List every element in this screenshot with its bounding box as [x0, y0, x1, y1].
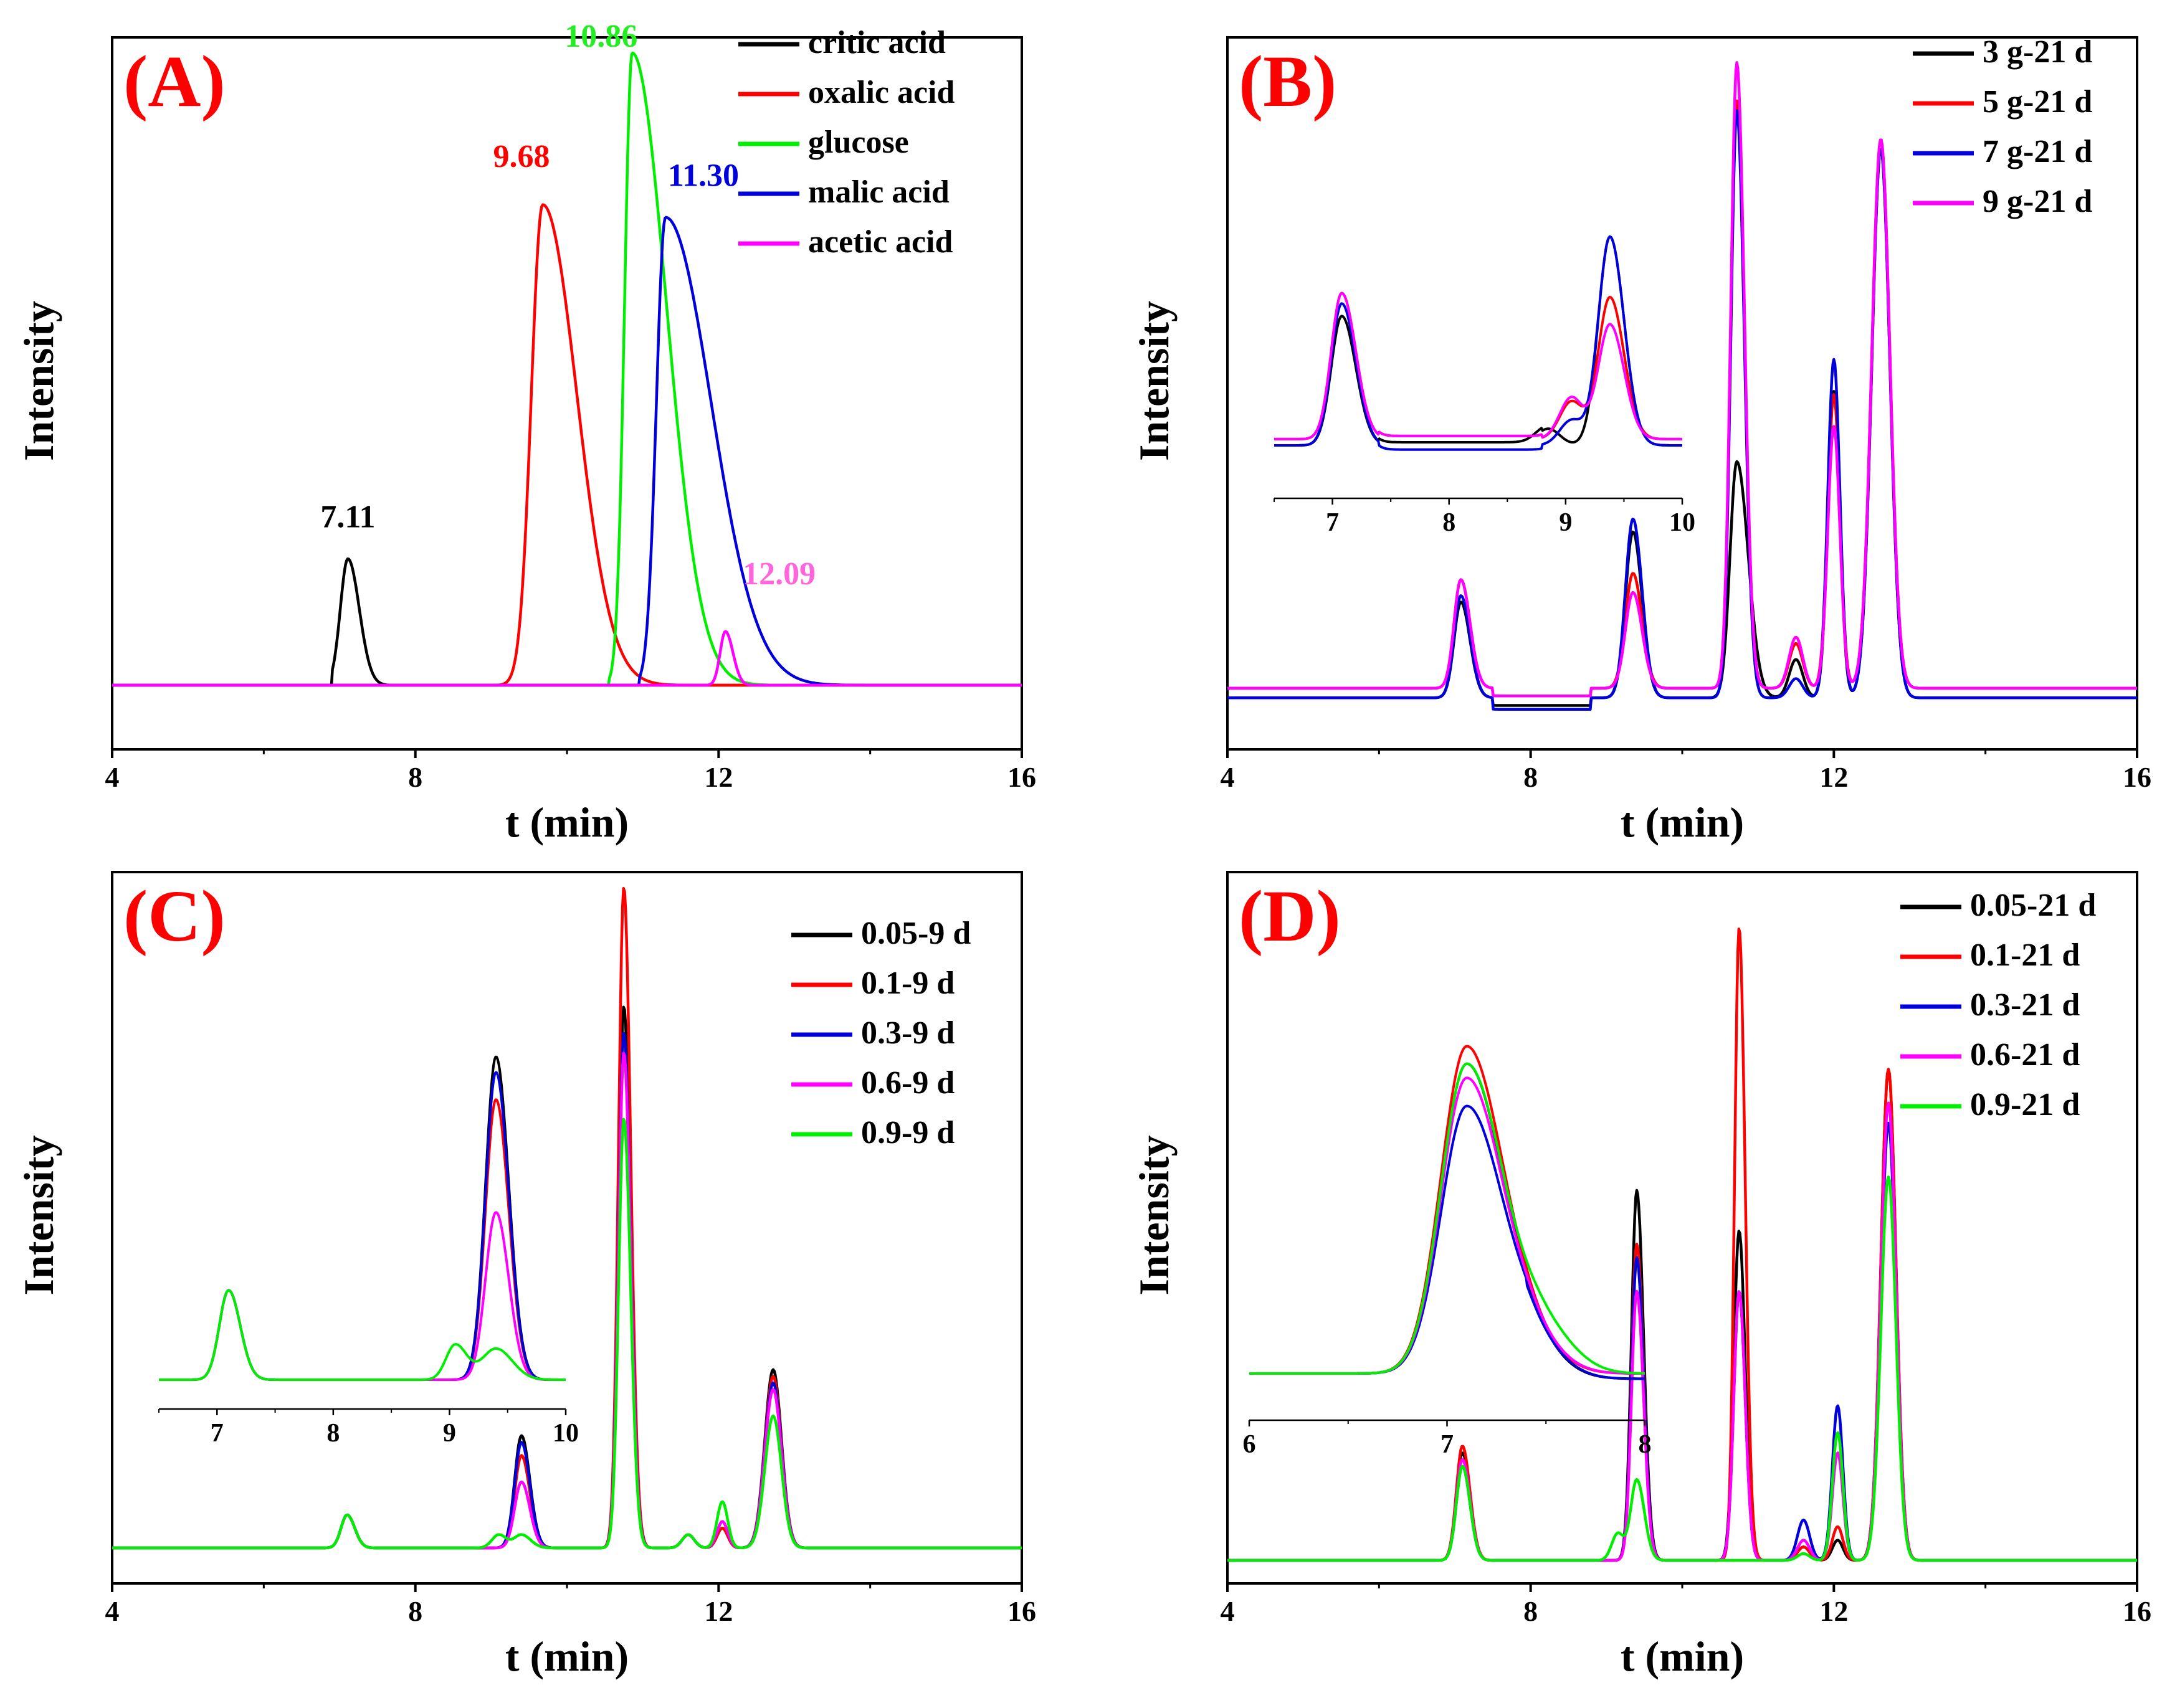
y-axis-label: Intensity [1130, 301, 1178, 461]
series-line-0-1-21-d [1227, 928, 2138, 1562]
peak-label: 11.30 [668, 158, 739, 193]
x-tick-label: 8 [408, 761, 422, 793]
x-tick-label: 16 [2123, 761, 2151, 793]
x-tick-label: 4 [105, 1595, 120, 1627]
inset-x-tick-label: 8 [1639, 1430, 1652, 1459]
series-line-0-9-9-d [112, 1117, 1022, 1550]
legend-entry: 0.3-9 d [861, 1015, 955, 1051]
inset-series-line [158, 1211, 566, 1381]
x-tick-label: 4 [1221, 761, 1235, 793]
inset-x-tick-label: 9 [1559, 508, 1572, 537]
x-axis-label: t (min) [505, 1633, 629, 1680]
inset-x-tick-label: 10 [1669, 508, 1695, 537]
series-line-acetic-acid [112, 630, 1022, 687]
x-tick-label: 8 [1523, 1595, 1538, 1627]
y-axis-label: Intensity [15, 301, 62, 461]
legend: 3 g-21 d 5 g-21 d 7 g-21 d 9 g-21 d [1913, 34, 2092, 219]
peak-label: 9.68 [493, 139, 550, 174]
panel-b: 4 8 12 16 t (min) Intensity (B) 3 g-21 d 5 g-21 … [1130, 34, 2151, 846]
x-axis-label: t (min) [505, 799, 629, 846]
legend-entry: oxalic acid [808, 75, 955, 110]
x-tick-label: 4 [1221, 1595, 1235, 1627]
x-tick-label: 16 [1007, 1595, 1036, 1627]
peak-label: 10.86 [564, 19, 637, 54]
inset-series-line [158, 1289, 566, 1381]
panel-a: 4 8 12 16 t (min) Intensity (A) critic acid oxal… [15, 19, 1036, 846]
legend-entry: acetic acid [808, 224, 953, 260]
inset-series-line [1249, 1062, 1645, 1380]
y-axis-label: Intensity [15, 1136, 62, 1296]
series-line-7-g-21-d [1227, 109, 2138, 711]
y-axis-label: Intensity [1130, 1136, 1178, 1296]
series-line-0-05-21-d [1227, 1068, 2138, 1562]
legend-entry: 0.05-21 d [1970, 888, 2096, 923]
x-tick-label: 12 [1819, 1595, 1848, 1627]
x-axis-label: t (min) [1621, 799, 1744, 846]
panel-label: (C) [123, 875, 226, 957]
legend-entry: malic acid [808, 174, 950, 210]
panel-label: (A) [123, 40, 226, 122]
inset: 7 8 9 10 [1274, 235, 1695, 537]
x-tick-label: 12 [1819, 761, 1848, 793]
inset-x-tick-label: 9 [443, 1419, 456, 1448]
inset-x-tick-label: 10 [553, 1419, 579, 1448]
peak-label: 12.09 [743, 556, 816, 592]
series-line-0-3-21-d [1227, 1121, 2138, 1562]
panel-label: (D) [1239, 875, 1341, 957]
legend-entry: 9 g-21 d [1983, 184, 2092, 219]
peak-label: 7.11 [320, 499, 375, 534]
legend-entry: 0.1-21 d [1970, 937, 2080, 973]
panel-label: (B) [1239, 40, 1336, 122]
x-tick-label: 4 [105, 761, 120, 793]
legend-entry: glucose [808, 125, 909, 160]
legend: 0.05-21 d 0.1-21 d 0.3-21 d 0.6-21 d 0.9-21 … [1900, 888, 2096, 1122]
legend-entry: critic acid [808, 25, 946, 60]
legend-entry: 0.6-21 d [1970, 1037, 2080, 1073]
inset-series-line [1274, 292, 1683, 440]
series-line-0-9-21-d [1227, 1175, 2138, 1562]
x-tick-label: 8 [1523, 761, 1538, 793]
series-line-malic-acid [112, 216, 1022, 687]
inset-x-tick-label: 6 [1243, 1430, 1256, 1459]
x-tick-label: 12 [704, 761, 733, 793]
legend-entry: 7 g-21 d [1983, 134, 2092, 169]
series-line-3-g-21-d [1227, 148, 2138, 707]
inset-x-tick-label: 7 [1441, 1430, 1454, 1459]
inset-x-tick-label: 7 [211, 1419, 224, 1448]
inset-series-line [1249, 1062, 1645, 1375]
inset-x-tick-label: 7 [1326, 508, 1339, 537]
inset-x-tick-label: 8 [326, 1419, 340, 1448]
x-tick-label: 16 [2123, 1595, 2151, 1627]
inset-series-line [1249, 1045, 1645, 1375]
x-tick-label: 8 [408, 1595, 422, 1627]
inset-x-tick-label: 8 [1442, 508, 1455, 537]
inset-series-line [1274, 235, 1683, 451]
x-tick-label: 16 [1007, 761, 1036, 793]
plot-frame [1226, 871, 2138, 1585]
panel-c: 4 8 12 16 t (min) Intensity (C) 0.05-9 d 0.1-9 d… [15, 871, 1036, 1680]
inset: 7 8 9 10 [158, 1055, 579, 1448]
legend-entry: 0.6-9 d [861, 1065, 955, 1101]
legend-entry: 0.9-9 d [861, 1115, 955, 1151]
legend-entry: 3 g-21 d [1983, 34, 2092, 70]
legend-entry: 0.1-9 d [861, 965, 955, 1001]
series-line-0-3-9-d [112, 1032, 1022, 1550]
series-line-oxalic-acid [112, 203, 1022, 687]
series-line-critic-acid [112, 557, 1022, 687]
series-line-0-6-21-d [1227, 1101, 2138, 1562]
legend-entry: 5 g-21 d [1983, 84, 2092, 120]
x-tick-label: 12 [704, 1595, 733, 1627]
legend-entry: 0.05-9 d [861, 916, 971, 951]
inset: 6 7 8 [1243, 1045, 1652, 1459]
legend-entry: 0.9-21 d [1970, 1087, 2080, 1122]
legend: 0.05-9 d 0.1-9 d 0.3-9 d 0.6-9 d 0.9-9 d [791, 916, 971, 1151]
legend-entry: 0.3-21 d [1970, 987, 2080, 1023]
series-line-9-g-21-d [1227, 61, 2138, 698]
panel-d: 4 8 12 16 t (min) Intensity (D) 0.05-21 d 0.1-21… [1130, 871, 2151, 1680]
x-axis-label: t (min) [1621, 1633, 1744, 1680]
legend: critic acid oxalic acid glucose malic acid a… [738, 25, 955, 260]
inset-series-line [158, 1055, 566, 1381]
